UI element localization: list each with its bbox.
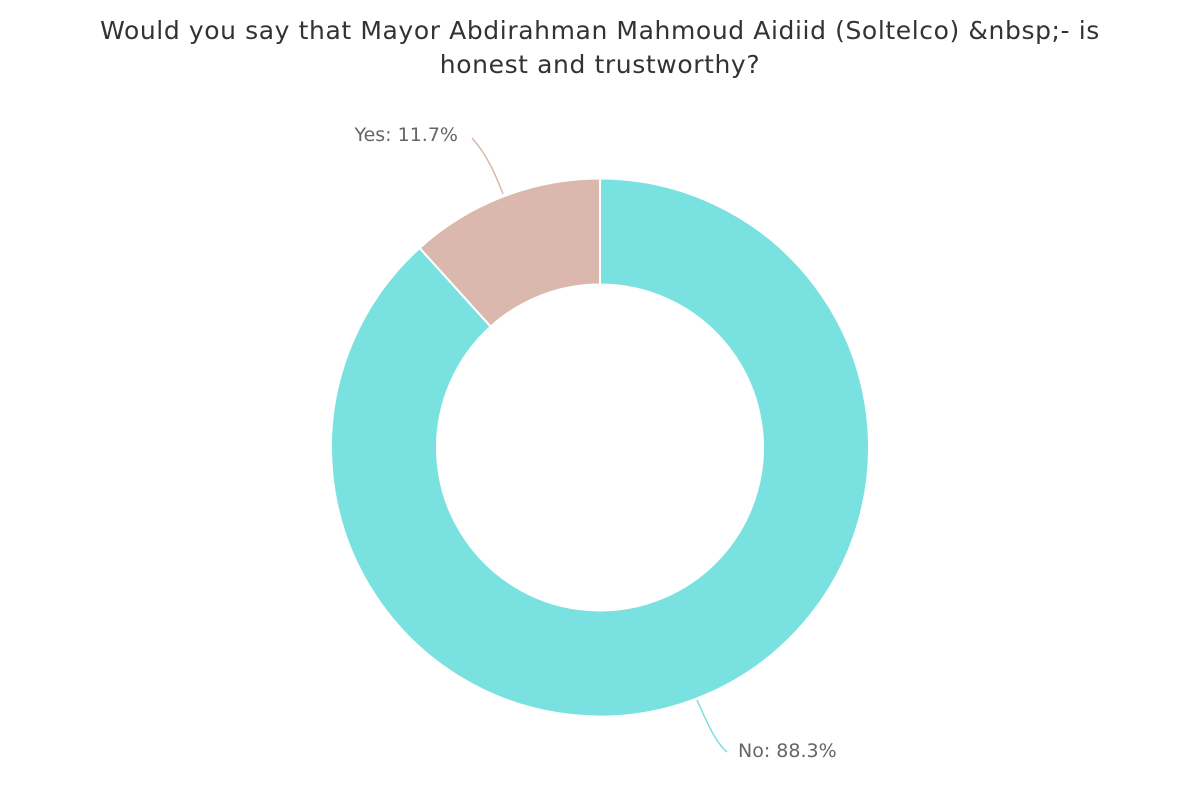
slice-no[interactable] [330,177,870,718]
slices-layer [330,177,870,718]
connector-no [696,699,728,753]
chart-title: Would you say that Mayor Abdirahman Mahm… [100,16,1100,79]
data-label-no: No: 88.3% [738,740,837,762]
data-label-yes: Yes: 11.7% [354,124,458,146]
labels-layer: No: 88.3% Yes: 11.7% [354,124,837,762]
slice-yes[interactable] [418,177,601,328]
connector-yes [471,137,504,195]
